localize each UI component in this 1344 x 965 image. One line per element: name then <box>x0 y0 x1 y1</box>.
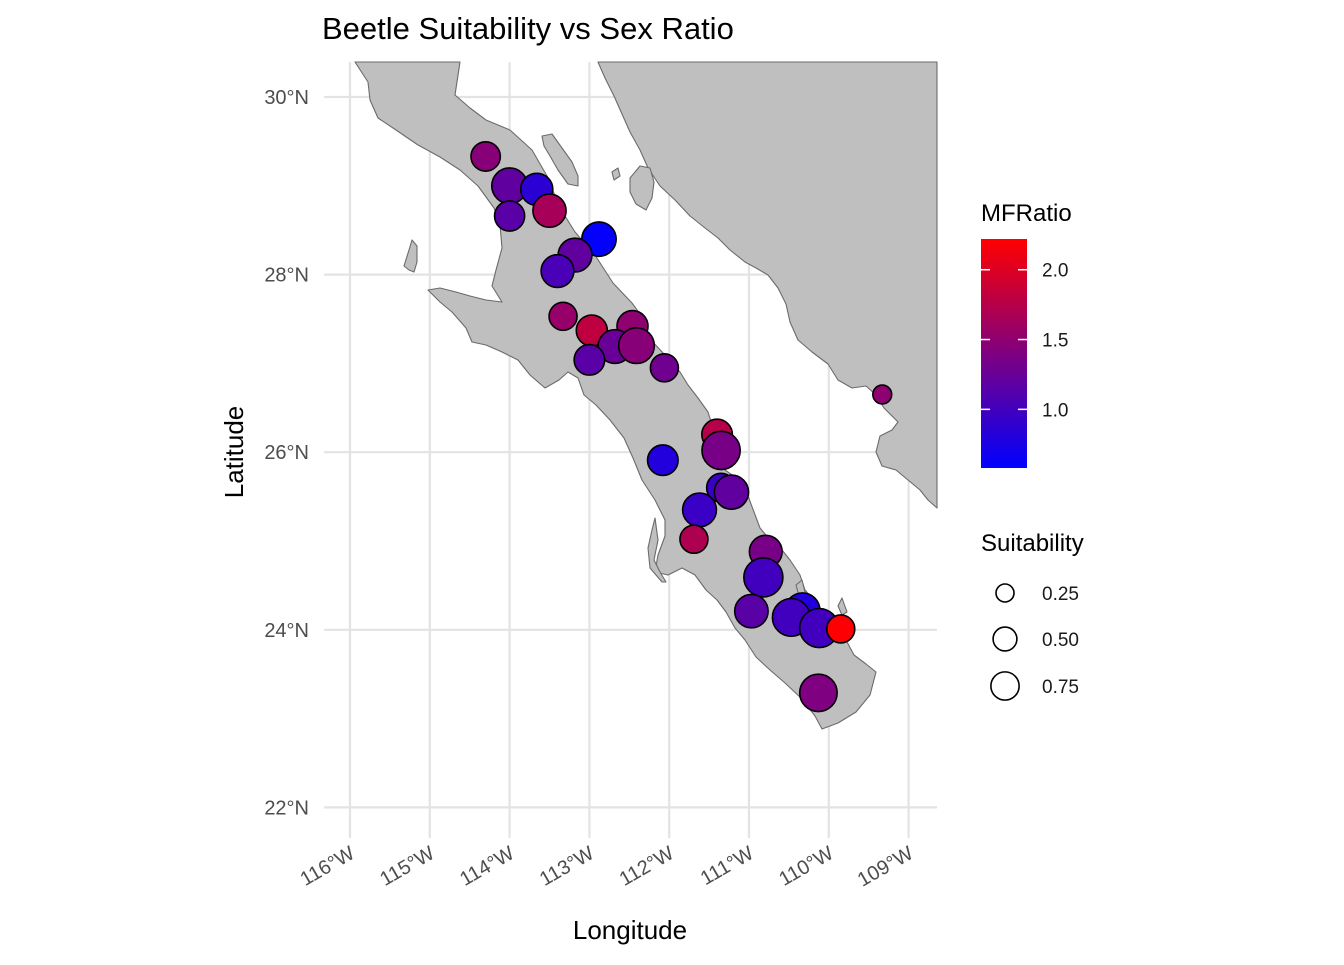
color-bar-tick-label: 1.0 <box>1042 400 1068 421</box>
y-tick-label: 28°N <box>264 265 309 287</box>
size-legend-key <box>990 671 1020 701</box>
y-tick-label: 26°N <box>264 442 309 464</box>
tiburon-island <box>629 165 655 211</box>
survey-point <box>825 614 856 644</box>
survey-points <box>470 141 893 713</box>
cerralvo-island <box>837 597 848 616</box>
x-tick-label: 112°W <box>616 842 678 890</box>
survey-point <box>872 384 893 405</box>
color-bar <box>981 239 1027 468</box>
y-tick-label: 24°N <box>264 620 309 642</box>
san-esteban-island <box>611 167 621 181</box>
y-tick-label: 22°N <box>264 797 309 819</box>
x-tick-label: 116°W <box>297 842 359 890</box>
survey-point <box>733 593 769 629</box>
survey-point <box>548 301 578 332</box>
land-polygons <box>354 61 938 730</box>
baja-peninsula <box>354 61 877 730</box>
survey-point <box>646 444 679 477</box>
x-tick-label: 114°W <box>456 842 518 890</box>
survey-point <box>701 430 741 471</box>
size-legend-label: 0.50 <box>1042 630 1079 651</box>
size-legend: 0.25 0.50 0.75 <box>990 583 1079 701</box>
color-bar-tick-label: 1.5 <box>1042 331 1068 352</box>
size-legend-key <box>995 583 1015 603</box>
x-tick-label: 113°W <box>536 842 598 890</box>
legend: MFRatio 2.01.51.0 Suitability 0.250.500.… <box>981 200 1084 701</box>
survey-point <box>532 193 567 229</box>
x-tick-label: 115°W <box>376 842 438 890</box>
survey-point <box>540 253 575 289</box>
color-bar-ticks: 2.0 1.5 1.0 <box>981 261 1068 421</box>
survey-point <box>573 343 606 376</box>
size-legend-label: 0.25 <box>1042 584 1079 605</box>
y-axis-title: Latitude <box>219 406 249 499</box>
survey-point <box>713 474 750 511</box>
legend-color-title: MFRatio <box>981 200 1072 227</box>
x-tick-label: 110°W <box>775 842 837 890</box>
survey-point <box>743 557 784 598</box>
cedros-island <box>403 239 418 273</box>
magdalena-island <box>647 517 667 583</box>
angel-de-la-guarda-island <box>541 133 579 187</box>
survey-point <box>617 326 656 365</box>
size-legend-label: 0.75 <box>1042 677 1079 698</box>
x-axis-title: Longitude <box>573 915 687 945</box>
color-bar-tick-label: 2.0 <box>1042 261 1068 282</box>
survey-point <box>798 673 838 713</box>
survey-point <box>493 200 526 232</box>
size-legend-key <box>992 626 1018 652</box>
chart-title: Beetle Suitability vs Sex Ratio <box>322 11 734 46</box>
legend-size-title: Suitability <box>981 530 1084 557</box>
survey-point <box>681 492 718 528</box>
survey-point <box>470 141 502 172</box>
x-tick-label: 111°W <box>697 842 758 890</box>
survey-point <box>679 524 709 555</box>
y-tick-label: 30°N <box>264 87 309 109</box>
survey-point <box>649 353 680 383</box>
x-tick-label: 109°W <box>854 842 917 891</box>
